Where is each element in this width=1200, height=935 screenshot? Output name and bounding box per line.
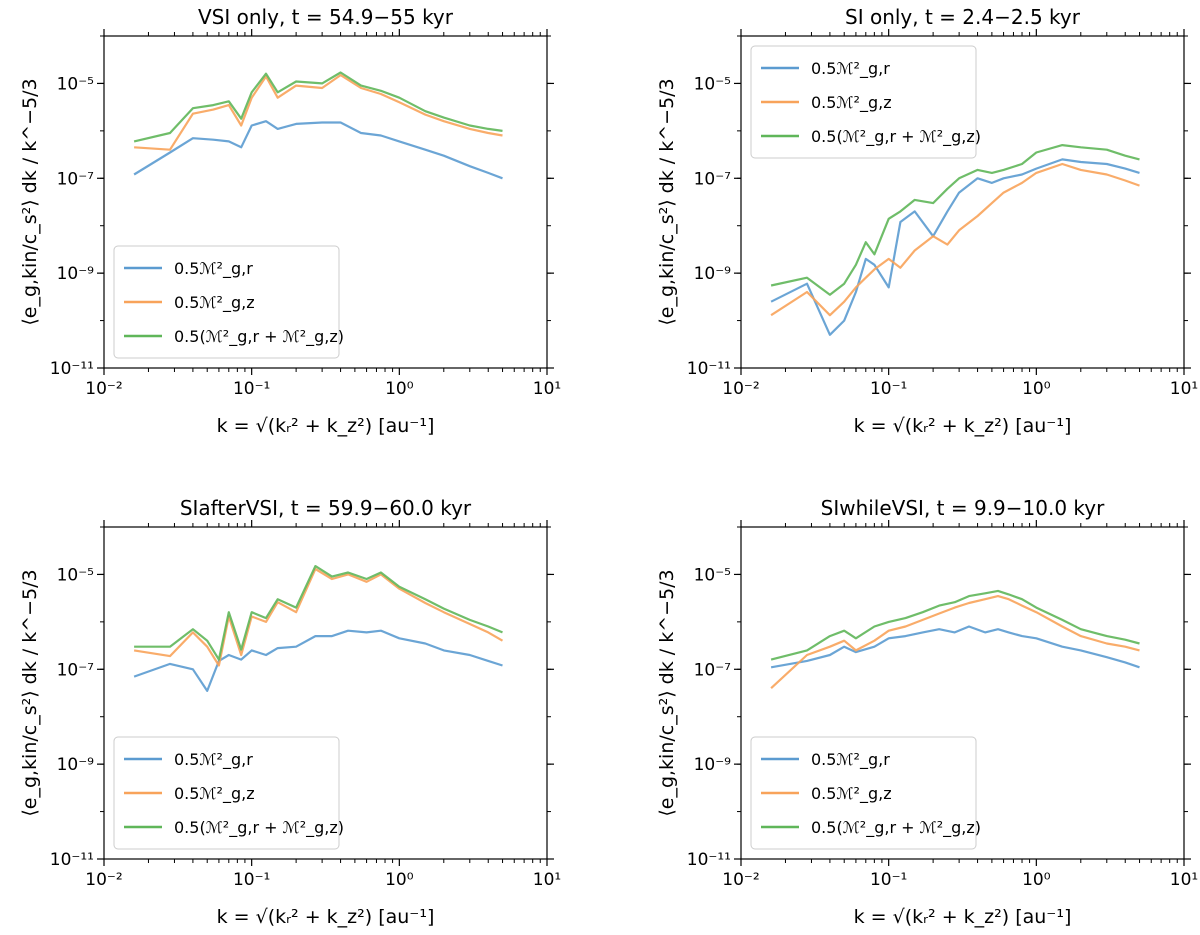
legend-label: 0.5(ℳ²_g,r + ℳ²_g,z) bbox=[811, 818, 981, 838]
series-line-total bbox=[133, 71, 503, 143]
y-tick-label: 10⁻⁵ bbox=[694, 74, 731, 94]
y-tick-label: 10⁻⁷ bbox=[694, 169, 732, 189]
x-tick-label: 10⁻¹ bbox=[233, 379, 270, 399]
y-tick-label: 10⁻⁷ bbox=[57, 169, 95, 189]
x-tick-label: 10⁻² bbox=[85, 379, 122, 399]
x-tick-label: 10⁻² bbox=[722, 870, 759, 890]
y-tick-label: 10⁻¹¹ bbox=[687, 359, 731, 379]
x-tick-label: 10⁻² bbox=[85, 870, 122, 890]
legend-box bbox=[750, 736, 977, 850]
y-axis-label: ⟨e_g,kin/c_s²⟩ dk / k^−5/3 bbox=[19, 569, 41, 816]
legend-label: 0.5ℳ²_g,z bbox=[811, 784, 892, 804]
chart-title: SIafterVSI, t = 59.9−60.0 kyr bbox=[180, 496, 472, 520]
series-line-radial bbox=[770, 625, 1140, 669]
chart-panel-top-left: VSI only, t = 54.9−55 kyr 10⁻² 10⁻¹ 10⁰ 10¹ 1… bbox=[19, 5, 561, 437]
y-tick-label: 10⁻⁷ bbox=[694, 660, 732, 680]
chart-panel-bottom-right: SIwhileVSI, t = 9.9−10.0 kyr 10⁻² 10⁻¹ 10⁰ 1… bbox=[656, 496, 1198, 928]
series-line-total bbox=[770, 144, 1140, 296]
y-tick-label: 10⁻¹¹ bbox=[50, 850, 94, 870]
legend-box bbox=[113, 736, 340, 850]
legend: 0.5ℳ²_g,r 0.5ℳ²_g,z 0.5(ℳ²_g,r + ℳ²_g,z) bbox=[750, 45, 981, 159]
axes-frame bbox=[740, 35, 1185, 369]
x-tick-label: 10⁰ bbox=[385, 379, 414, 399]
legend-label: 0.5ℳ²_g,r bbox=[811, 59, 890, 79]
legend: 0.5ℳ²_g,r 0.5ℳ²_g,z 0.5(ℳ²_g,r + ℳ²_g,z) bbox=[750, 736, 981, 850]
legend-label: 0.5(ℳ²_g,r + ℳ²_g,z) bbox=[811, 127, 981, 147]
x-axis-label: k = √(kᵣ² + k_z²) [au⁻¹] bbox=[217, 415, 435, 437]
x-tick-label: 10⁻² bbox=[722, 379, 759, 399]
y-tick-label: 10⁻⁹ bbox=[694, 755, 732, 775]
legend-box bbox=[750, 45, 977, 159]
x-tick-label: 10¹ bbox=[533, 870, 561, 890]
y-tick-label: 10⁻⁹ bbox=[57, 264, 95, 284]
y-tick-label: 10⁻⁵ bbox=[694, 565, 731, 585]
axes-frame bbox=[103, 526, 548, 860]
y-axis-label: ⟨e_g,kin/c_s²⟩ dk / k^−5/3 bbox=[656, 78, 678, 325]
series-line-vertical bbox=[770, 594, 1140, 690]
chart-panel-bottom-left: SIafterVSI, t = 59.9−60.0 kyr 10⁻² 10⁻¹ 10⁰… bbox=[19, 496, 561, 928]
series-line-total bbox=[134, 564, 503, 661]
series-line-vertical bbox=[134, 73, 503, 151]
legend-label: 0.5ℳ²_g,z bbox=[811, 93, 892, 113]
y-tick-label: 10⁻¹¹ bbox=[687, 850, 731, 870]
y-tick-label: 10⁻⁹ bbox=[694, 264, 732, 284]
x-tick-label: 10⁰ bbox=[1022, 870, 1051, 890]
legend-label: 0.5(ℳ²_g,r + ℳ²_g,z) bbox=[174, 327, 344, 347]
series-line-radial bbox=[133, 120, 503, 180]
chart-panel-top-right: SI only, t = 2.4−2.5 kyr 10⁻² 10⁻¹ 10⁰ 10¹ 10… bbox=[656, 5, 1198, 437]
x-tick-label: 10¹ bbox=[1170, 379, 1198, 399]
legend-label: 0.5ℳ²_g,r bbox=[174, 750, 253, 770]
x-axis-label: k = √(kᵣ² + k_z²) [au⁻¹] bbox=[217, 906, 435, 928]
x-tick-label: 10¹ bbox=[533, 379, 561, 399]
y-axis-label: ⟨e_g,kin/c_s²⟩ dk / k^−5/3 bbox=[19, 78, 41, 325]
series-line-radial bbox=[770, 158, 1140, 336]
series-line-vertical bbox=[133, 567, 504, 667]
series-line-radial bbox=[133, 629, 503, 693]
y-axis-label: ⟨e_g,kin/c_s²⟩ dk / k^−5/3 bbox=[656, 569, 678, 816]
axes-frame bbox=[740, 526, 1185, 860]
y-tick-label: 10⁻⁹ bbox=[57, 755, 95, 775]
series-line-vertical bbox=[770, 162, 1140, 317]
chart-title: SIwhileVSI, t = 9.9−10.0 kyr bbox=[821, 496, 1106, 520]
legend-box bbox=[113, 245, 340, 359]
legend: 0.5ℳ²_g,r 0.5ℳ²_g,z 0.5(ℳ²_g,r + ℳ²_g,z) bbox=[113, 245, 344, 359]
legend: 0.5ℳ²_g,r 0.5ℳ²_g,z 0.5(ℳ²_g,r + ℳ²_g,z) bbox=[113, 736, 344, 850]
x-tick-label: 10¹ bbox=[1170, 870, 1198, 890]
y-tick-label: 10⁻⁵ bbox=[57, 74, 94, 94]
legend-label: 0.5ℳ²_g,r bbox=[174, 259, 253, 279]
legend-label: 0.5ℳ²_g,z bbox=[174, 293, 255, 313]
y-tick-label: 10⁻¹¹ bbox=[50, 359, 94, 379]
x-axis-label: k = √(kᵣ² + k_z²) [au⁻¹] bbox=[854, 415, 1072, 437]
legend-label: 0.5(ℳ²_g,r + ℳ²_g,z) bbox=[174, 818, 344, 838]
y-tick-label: 10⁻⁵ bbox=[57, 565, 94, 585]
y-tick-label: 10⁻⁷ bbox=[57, 660, 95, 680]
x-tick-label: 10⁰ bbox=[1022, 379, 1051, 399]
x-tick-label: 10⁻¹ bbox=[233, 870, 270, 890]
x-tick-label: 10⁰ bbox=[385, 870, 414, 890]
chart-title: VSI only, t = 54.9−55 kyr bbox=[198, 5, 454, 29]
x-tick-label: 10⁻¹ bbox=[870, 379, 907, 399]
chart-title: SI only, t = 2.4−2.5 kyr bbox=[845, 5, 1081, 29]
legend-label: 0.5ℳ²_g,z bbox=[174, 784, 255, 804]
axes-frame bbox=[103, 35, 548, 369]
legend-label: 0.5ℳ²_g,r bbox=[811, 750, 890, 770]
x-axis-label: k = √(kᵣ² + k_z²) [au⁻¹] bbox=[854, 906, 1072, 928]
x-tick-label: 10⁻¹ bbox=[870, 870, 907, 890]
series-line-total bbox=[770, 589, 1140, 661]
